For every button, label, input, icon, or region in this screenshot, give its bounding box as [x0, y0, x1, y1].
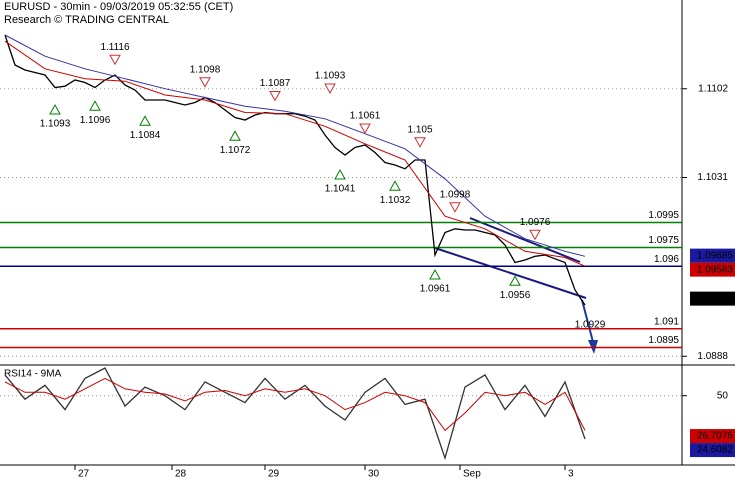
series-line: [4, 34, 586, 257]
y-tick-label: 50: [717, 390, 729, 401]
high-label: 1.105: [407, 124, 432, 135]
level-label: 1.0895: [648, 335, 679, 346]
low-marker: [229, 130, 241, 141]
high-marker: [199, 77, 211, 88]
price-tag-label: 1.09685: [697, 250, 734, 261]
trend-line: [434, 247, 587, 299]
low-label: 1.1096: [80, 115, 111, 126]
level-label: 1.0995: [648, 210, 679, 221]
level-label: 1.091: [654, 316, 679, 327]
x-tick-label: 28: [175, 469, 187, 480]
high-label: 1.1116: [100, 42, 130, 53]
x-tick-label: Sep: [463, 469, 481, 480]
high-marker: [109, 54, 121, 66]
x-tick-label: 3: [568, 469, 574, 480]
chart-title: EURUSD - 30min - 09/03/2019 05:32:55 (CE…: [4, 1, 233, 13]
price-tag-label: 1.09341: [697, 293, 734, 304]
high-marker: [269, 91, 281, 102]
series-line: [4, 377, 586, 432]
high-label: 1.1093: [315, 71, 346, 82]
high-marker: [414, 137, 426, 148]
y-tick-label: 1.0888: [697, 351, 728, 362]
low-marker: [334, 168, 346, 180]
direction-arrow: [581, 299, 594, 343]
x-tick-label: 29: [268, 469, 280, 480]
high-marker: [449, 202, 461, 213]
low-label: 1.1084: [130, 130, 161, 141]
price-tag: [690, 443, 735, 458]
level-label: 1.0975: [648, 235, 679, 246]
y-tick-label: 1.1102: [698, 83, 728, 94]
low-label: 1.0956: [500, 290, 531, 301]
low-marker: [389, 180, 401, 191]
chart-subtitle: Research © TRADING CENTRAL: [4, 14, 169, 26]
high-marker: [324, 83, 336, 95]
low-label: 1.1041: [325, 184, 356, 195]
low-marker: [89, 100, 101, 111]
price-tag: [690, 248, 735, 263]
series-line: [4, 367, 586, 461]
last-label: 1.0929: [575, 320, 606, 331]
low-label: 1.1093: [40, 119, 71, 130]
price-tag-label: 24.6082: [697, 445, 734, 456]
low-label: 1.1032: [380, 195, 411, 206]
high-label: 1.1087: [260, 78, 291, 89]
low-label: 1.1072: [220, 145, 251, 156]
x-tick-label: 30: [368, 469, 380, 480]
high-marker: [529, 229, 541, 241]
high-label: 1.1061: [350, 111, 381, 122]
high-label: 1.0976: [520, 217, 551, 228]
x-tick-label: 27: [78, 469, 90, 480]
low-marker: [49, 103, 61, 115]
level-label: 1.096: [654, 254, 679, 265]
series-line: [4, 34, 586, 306]
price-tag: [690, 291, 735, 306]
price-tag-label: 26.7076: [697, 431, 734, 442]
low-marker: [429, 268, 441, 280]
price-tag: [690, 262, 735, 277]
series-line: [4, 40, 586, 267]
y-tick-label: 1.1031: [697, 172, 728, 183]
trend-line: [469, 217, 581, 263]
high-label: 1.0998: [440, 189, 471, 200]
low-marker: [139, 115, 151, 126]
low-marker: [509, 275, 521, 286]
price-tag-label: 1.09583: [697, 264, 734, 275]
price-tag: [690, 429, 735, 444]
panel-title: RSI14 - 9MA: [4, 369, 62, 380]
high-label: 1.1098: [190, 64, 221, 75]
low-label: 1.0961: [420, 284, 451, 295]
high-marker: [359, 123, 371, 135]
